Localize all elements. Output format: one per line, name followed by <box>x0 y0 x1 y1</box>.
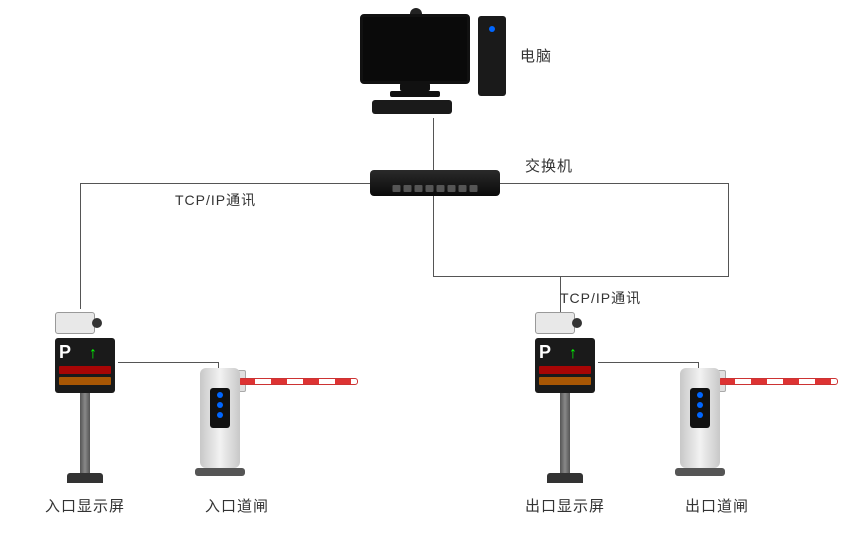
edge-label-right: TCP/IP通讯 <box>560 288 641 308</box>
gate-arm-icon <box>238 378 358 385</box>
edge-switch-right-v2 <box>728 183 729 277</box>
edge-label-left: TCP/IP通讯 <box>175 190 256 210</box>
edge-entry-disp-gate-h <box>118 362 218 363</box>
entry-gate-label: 入口道闸 <box>205 495 269 516</box>
edge-switch-right-h2 <box>500 183 728 184</box>
computer-label: 电脑 <box>520 45 552 66</box>
keyboard-icon <box>372 100 452 114</box>
monitor-icon <box>360 14 470 84</box>
gate-cabinet-icon <box>680 368 720 468</box>
camera-icon <box>535 312 575 334</box>
up-arrow-icon: ↑ <box>89 345 97 363</box>
entry-display-label: 入口显示屏 <box>45 495 125 516</box>
entry-display-node: P↑ <box>55 312 115 483</box>
switch-label: 交换机 <box>525 155 573 176</box>
base-icon <box>547 473 583 483</box>
edge-switch-left-v <box>80 183 81 309</box>
gate-arm-icon <box>718 378 838 385</box>
pole-icon <box>80 393 90 473</box>
up-arrow-icon: ↑ <box>569 345 577 363</box>
exit-display-label: 出口显示屏 <box>525 495 605 516</box>
edge-computer-switch <box>433 118 434 170</box>
switch-node <box>370 170 500 196</box>
edge-exit-disp-gate-h <box>598 362 698 363</box>
gate-panel-icon <box>210 388 230 428</box>
switch-ports-icon <box>393 185 478 192</box>
edge-switch-left-h <box>80 183 370 184</box>
parking-p-icon: P <box>539 342 551 363</box>
parking-p-icon: P <box>59 342 71 363</box>
exit-gate-label: 出口道闸 <box>685 495 749 516</box>
computer-node <box>360 14 470 84</box>
exit-display-node: P↑ <box>535 312 595 483</box>
entry-gate-node <box>200 368 245 476</box>
camera-icon <box>55 312 95 334</box>
edge-switch-right-h <box>433 276 728 277</box>
led-board-icon: P↑ <box>55 338 115 393</box>
pc-tower-icon <box>478 16 506 96</box>
led-board-icon: P↑ <box>535 338 595 393</box>
exit-gate-node <box>680 368 725 476</box>
gate-foot-icon <box>195 468 245 476</box>
gate-foot-icon <box>675 468 725 476</box>
pole-icon <box>560 393 570 473</box>
gate-panel-icon <box>690 388 710 428</box>
edge-switch-right-v1 <box>433 196 434 276</box>
gate-cabinet-icon <box>200 368 240 468</box>
base-icon <box>67 473 103 483</box>
